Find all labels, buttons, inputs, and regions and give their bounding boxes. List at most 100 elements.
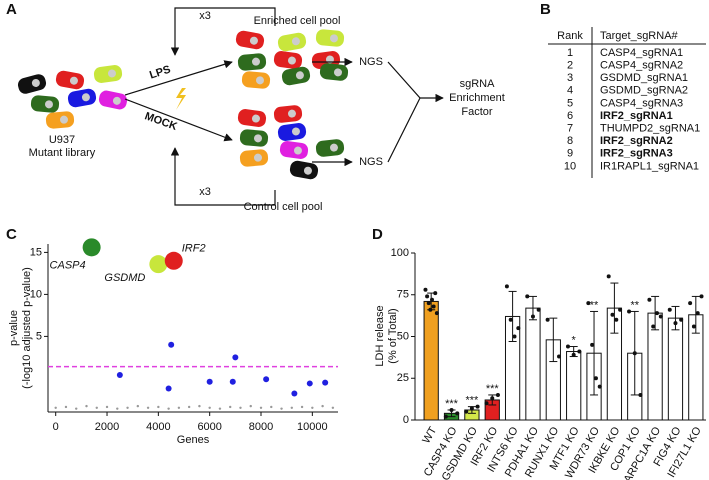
rank-cell: 5 (567, 97, 573, 109)
scatter-point (263, 376, 270, 383)
cell-body (55, 70, 85, 90)
scatter-point (116, 407, 119, 410)
x-tick-label: 8000 (249, 421, 273, 433)
cell-nucleus (69, 76, 78, 85)
cell (273, 105, 303, 123)
scatter-point (126, 406, 129, 409)
scatter-point (105, 405, 109, 409)
data-point (610, 312, 615, 317)
y-tick-label: 75 (397, 289, 409, 301)
scatter-point (229, 405, 232, 409)
rank-cell: 3 (567, 72, 573, 84)
scatter-point (311, 406, 314, 409)
y-tick-label: 25 (397, 372, 409, 384)
scatter-chart: 5 10 15 0 2000 4000 6000 8000 10000 Genes p-value(… (8, 238, 338, 446)
x-tick-label: 4000 (146, 421, 170, 433)
target-cell: CASP4_sgRNA2 (600, 60, 683, 72)
data-point (464, 409, 469, 414)
y-axis-label: (% of Total) (387, 308, 399, 363)
cell (93, 65, 123, 83)
cell (315, 29, 345, 47)
data-point (508, 317, 513, 322)
scatter-point (229, 378, 236, 385)
rank-cell: 10 (564, 160, 576, 172)
data-point (651, 324, 656, 329)
scatter-point (75, 407, 78, 410)
rank-cell: 1 (567, 47, 573, 59)
scatter-point (321, 404, 324, 408)
result-label: Enrichment (449, 92, 505, 104)
error-bar (610, 282, 619, 334)
data-point (614, 317, 619, 322)
data-point (545, 317, 550, 322)
data-point (516, 326, 521, 331)
scatter-point (82, 238, 101, 257)
scatter-point (54, 406, 57, 409)
scatter-point (239, 406, 242, 409)
data-point (434, 311, 439, 316)
data-point (426, 301, 431, 306)
scatter-point (331, 406, 335, 409)
data-point (627, 309, 632, 314)
cell-body (289, 160, 319, 180)
bar (423, 300, 439, 421)
data-point (429, 297, 434, 302)
data-point (667, 307, 672, 312)
cell-nucleus (293, 146, 302, 155)
significance-label: *** (445, 398, 459, 410)
data-point (504, 284, 509, 289)
data-point (536, 307, 541, 312)
scatter-point (198, 404, 201, 408)
data-point (512, 334, 517, 339)
cell-nucleus (333, 68, 342, 77)
table-header: Rank (557, 30, 583, 42)
significance-label: ** (590, 299, 599, 311)
y-axis-label: (-log10 adjusted p-value) (21, 267, 33, 389)
cell (55, 70, 85, 90)
panel-label: A (6, 1, 17, 18)
cell (319, 63, 349, 81)
ngs-label: NGS (359, 156, 383, 168)
cell (98, 90, 128, 110)
cell (45, 111, 75, 129)
cell (237, 109, 267, 127)
data-point (443, 414, 448, 419)
cell (315, 139, 345, 157)
cell-nucleus (59, 115, 68, 124)
panel-label: D (372, 226, 383, 243)
rank-cell: 4 (567, 85, 573, 97)
cell-nucleus (112, 96, 121, 105)
data-point (586, 301, 591, 306)
data-point (679, 317, 684, 322)
data-point (455, 411, 460, 416)
scatter-point (270, 405, 273, 409)
cell-nucleus (329, 34, 338, 43)
target-cell: IRF2_sgRNA1 (600, 110, 673, 122)
scatter-point (157, 405, 160, 409)
cell-nucleus (287, 56, 296, 65)
scatter-point (306, 380, 313, 387)
data-point (673, 321, 678, 326)
cell-group (17, 29, 349, 180)
data-point (577, 349, 582, 354)
cell-nucleus (255, 76, 264, 85)
point-label: CASP4 (50, 259, 86, 271)
bar (566, 351, 582, 421)
cell-nucleus (251, 114, 260, 123)
cell-nucleus (287, 109, 296, 118)
scatter-point (218, 407, 222, 410)
cell (277, 123, 307, 141)
data-point (433, 291, 438, 296)
table-header: Target_sgRNA# (600, 30, 679, 42)
cell-nucleus (303, 166, 312, 175)
cell (237, 53, 267, 71)
x-tick-label: 6000 (197, 421, 221, 433)
data-point (695, 311, 700, 316)
cell (281, 66, 311, 86)
target-cell: IR1RAPL1_sgRNA1 (600, 160, 699, 172)
error-bar (549, 317, 558, 363)
scatter-point (149, 255, 168, 274)
scatter-point (146, 406, 150, 409)
lightning-icon (176, 88, 186, 110)
data-point (655, 311, 660, 316)
